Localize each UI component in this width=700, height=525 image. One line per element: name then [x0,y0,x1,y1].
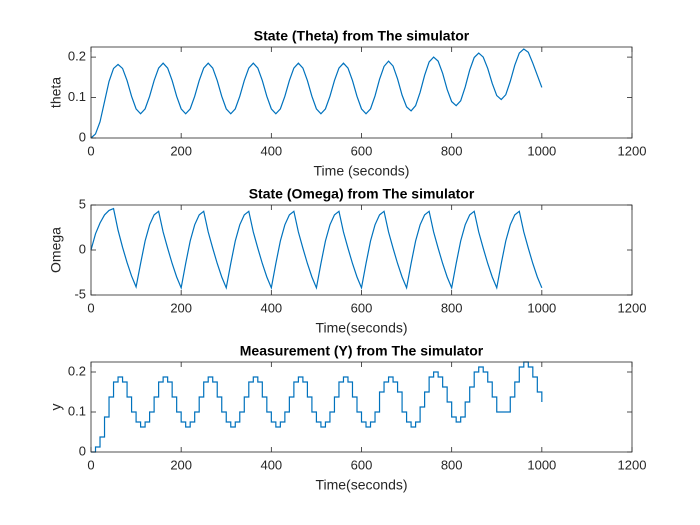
y-tick-label: 5 [79,196,86,211]
x-tick-label: 800 [441,143,463,158]
x-tick-label: 1000 [527,300,556,315]
axes-background [91,47,632,138]
x-axis-label: Time(seconds) [315,477,407,493]
y-tick-label: 0.1 [68,89,86,104]
x-tick-label: 800 [441,457,463,472]
x-tick-label: 200 [170,143,192,158]
y-tick-label: 0.1 [68,403,86,418]
x-tick-label: 1000 [527,457,556,472]
x-tick-label: 1000 [527,143,556,158]
x-tick-label: 600 [351,300,373,315]
y-tick-label: 0 [79,443,86,458]
y-axis-label: y [48,404,64,411]
data-line [90,207,543,290]
chart-title: State (Omega) from The simulator [249,186,475,202]
x-tick-label: 1200 [618,457,647,472]
y-tick-label: 0 [79,129,86,144]
x-tick-label: 1200 [618,143,647,158]
x-tick-label: 0 [87,300,94,315]
y-tick-label: 0 [79,241,86,256]
x-tick-label: 0 [87,457,94,472]
y-tick-label: -5 [74,286,86,301]
y-axis-label: theta [48,77,64,108]
y-tick-label: 0.2 [68,363,86,378]
data-line [91,361,543,453]
x-axis-label: Time(seconds) [315,320,407,336]
axes-background [91,362,632,452]
chart-title: Measurement (Y) from The simulator [240,343,484,359]
x-tick-label: 200 [170,300,192,315]
x-axis-label: Time (seconds) [314,163,410,179]
x-tick-label: 600 [351,457,373,472]
x-tick-label: 600 [351,143,373,158]
x-tick-label: 400 [260,300,282,315]
x-tick-label: 400 [260,457,282,472]
y-tick-label: 0.2 [68,49,86,64]
x-tick-label: 200 [170,457,192,472]
chart-title: State (Theta) from The simulator [254,28,470,44]
y-axis-label: Omega [48,227,64,273]
axes-background [91,205,632,295]
x-tick-label: 0 [87,143,94,158]
data-line [90,48,543,139]
x-tick-label: 1200 [618,300,647,315]
x-tick-label: 800 [441,300,463,315]
x-tick-label: 400 [260,143,282,158]
